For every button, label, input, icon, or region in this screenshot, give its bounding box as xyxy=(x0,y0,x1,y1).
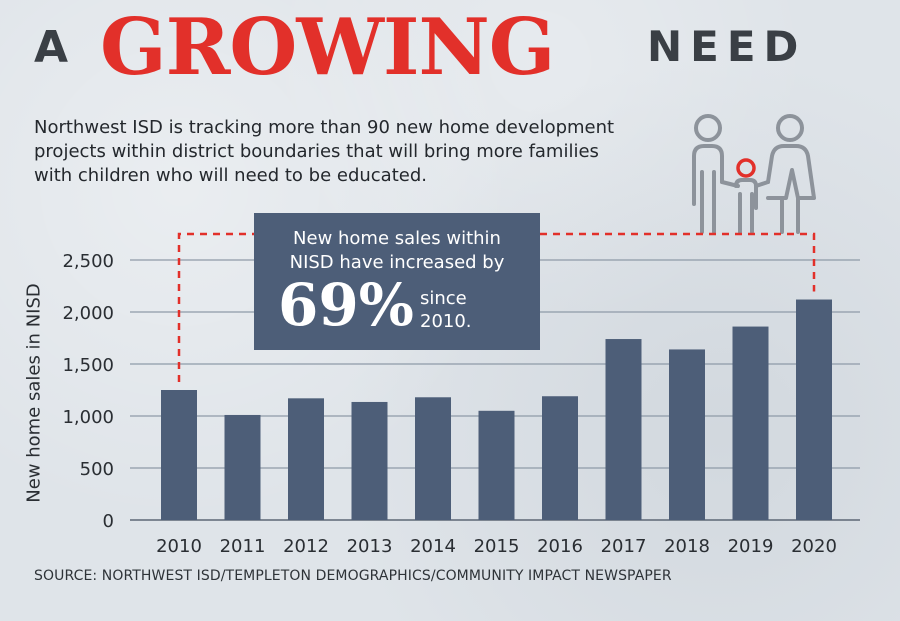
x-tick-label: 2010 xyxy=(156,536,202,557)
intro-line-1: Northwest ISD is tracking more than 90 n… xyxy=(34,117,615,138)
callout-since: since 2010. xyxy=(420,287,472,333)
x-tick-label: 2016 xyxy=(537,536,583,557)
callout-box: New home sales within NISD have increase… xyxy=(254,213,540,350)
callout-percent: 69% xyxy=(278,271,414,339)
source-credit: SOURCE: NORTHWEST ISD/TEMPLETON DEMOGRAP… xyxy=(34,568,672,584)
headline-a: A xyxy=(34,22,71,73)
headline-growing: GROWING xyxy=(100,2,555,93)
bar-2017 xyxy=(605,339,642,520)
bar-2013 xyxy=(351,401,388,520)
y-tick-label: 1,500 xyxy=(62,355,114,376)
bracket-left xyxy=(177,232,255,382)
x-tick-label: 2013 xyxy=(347,536,393,557)
bar-2018 xyxy=(669,349,705,520)
intro-line-2: projects within district boundaries that… xyxy=(34,141,599,162)
bar-2015 xyxy=(478,410,515,520)
callout-line-2: NISD have increased by xyxy=(289,252,505,273)
bar-2014 xyxy=(415,397,451,520)
x-tick-label: 2019 xyxy=(728,536,774,557)
intro-line-3: with children who will need to be educat… xyxy=(34,165,427,186)
callout-since-2: 2010. xyxy=(420,311,472,332)
bracket-right xyxy=(540,232,816,292)
x-tick-label: 2015 xyxy=(474,536,520,557)
family-icon xyxy=(682,112,822,240)
y-tick-label: 1,000 xyxy=(62,407,114,428)
x-tick-label: 2020 xyxy=(791,536,837,557)
bar-2020 xyxy=(796,299,832,520)
y-tick-label: 2,500 xyxy=(62,251,114,272)
x-tick-label: 2017 xyxy=(601,536,647,557)
y-tick-label: 2,000 xyxy=(62,303,114,324)
x-tick-label: 2014 xyxy=(410,536,456,557)
bar-2019 xyxy=(732,326,769,520)
x-tick-label: 2012 xyxy=(283,536,329,557)
headline-need: NEED xyxy=(647,22,807,71)
bar-2011 xyxy=(224,414,261,520)
headline: A GROWING NEED xyxy=(30,2,870,93)
y-tick-label: 500 xyxy=(80,459,114,480)
x-tick-label: 2018 xyxy=(664,536,710,557)
y-tick-label: 0 xyxy=(103,511,114,532)
bar-2016 xyxy=(542,396,578,520)
callout-since-1: since xyxy=(420,288,467,309)
callout-line-1: New home sales within xyxy=(293,228,501,249)
intro-paragraph: Northwest ISD is tracking more than 90 n… xyxy=(34,116,674,188)
bar-2010 xyxy=(161,390,197,520)
x-tick-label: 2011 xyxy=(220,536,266,557)
bar-2012 xyxy=(288,398,324,520)
